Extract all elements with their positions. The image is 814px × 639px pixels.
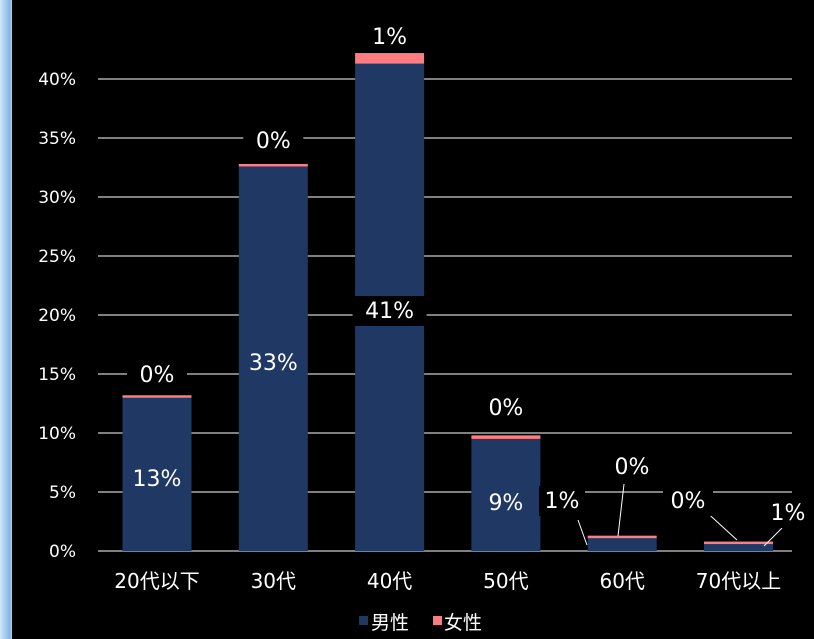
stacked-bar-chart: 0% 5% 10% 15% 20% 25% 30% 35% 40% 20代以下 30代 40代 50代 6… — [38, 25, 811, 634]
data-label: 33% — [249, 351, 298, 376]
data-label: 0% — [488, 396, 523, 421]
data-label-backdrop — [352, 296, 427, 326]
bar-female — [355, 53, 425, 64]
y-tick-label: 15% — [38, 365, 76, 385]
x-category-label: 30代 — [251, 569, 296, 593]
x-category-label: 40代 — [367, 569, 412, 593]
bar-male — [704, 543, 773, 551]
leader-line — [617, 483, 625, 537]
y-tick-label: 35% — [38, 129, 76, 149]
y-tick-label: 25% — [38, 247, 76, 267]
data-label: 0% — [671, 489, 706, 514]
legend-label-female: 女性 — [444, 612, 482, 634]
bar-female — [471, 435, 541, 439]
x-category-label: 20代以下 — [114, 569, 199, 593]
bar-female — [587, 535, 657, 539]
y-tick-label: 40% — [38, 70, 76, 90]
y-tick-label: 20% — [38, 306, 76, 326]
data-label: 0% — [256, 129, 291, 154]
chart-frame: 0% 5% 10% 15% 20% 25% 30% 35% 40% 20代以下 30代 40代 50代 6… — [12, 0, 814, 639]
bar-male — [471, 438, 541, 551]
bar-male — [587, 538, 657, 551]
data-label-backdrop — [539, 486, 585, 516]
data-label: 41% — [365, 299, 414, 324]
leader-line — [763, 527, 783, 547]
legend-label-male: 男性 — [371, 612, 409, 634]
data-label-backdrop — [243, 126, 304, 156]
bar-female — [238, 163, 308, 167]
y-tick-label: 30% — [38, 188, 76, 208]
legend-swatch-male — [359, 616, 368, 625]
leader-line — [577, 519, 588, 546]
x-category-label: 70代以上 — [696, 569, 781, 593]
data-label-backdrop — [663, 486, 713, 516]
data-label: 0% — [615, 455, 650, 480]
y-tick-label: 0% — [49, 542, 76, 562]
x-category-label: 60代 — [599, 569, 644, 593]
bar-male — [238, 166, 308, 551]
y-tick-label: 10% — [38, 424, 76, 444]
x-category-label: 50代 — [483, 569, 528, 593]
data-label: 9% — [488, 491, 523, 516]
bar-female — [704, 541, 773, 545]
data-label: 1% — [372, 25, 407, 50]
bar-female — [122, 395, 192, 398]
bar-male — [122, 397, 192, 551]
data-label-backdrop — [765, 498, 811, 528]
data-label: 13% — [133, 467, 182, 492]
data-label: 1% — [545, 489, 580, 514]
data-label-backdrop — [127, 360, 187, 390]
data-label: 0% — [140, 363, 175, 388]
legend-swatch-female — [433, 616, 442, 625]
data-label: 1% — [771, 501, 806, 526]
y-tick-label: 5% — [49, 483, 76, 503]
